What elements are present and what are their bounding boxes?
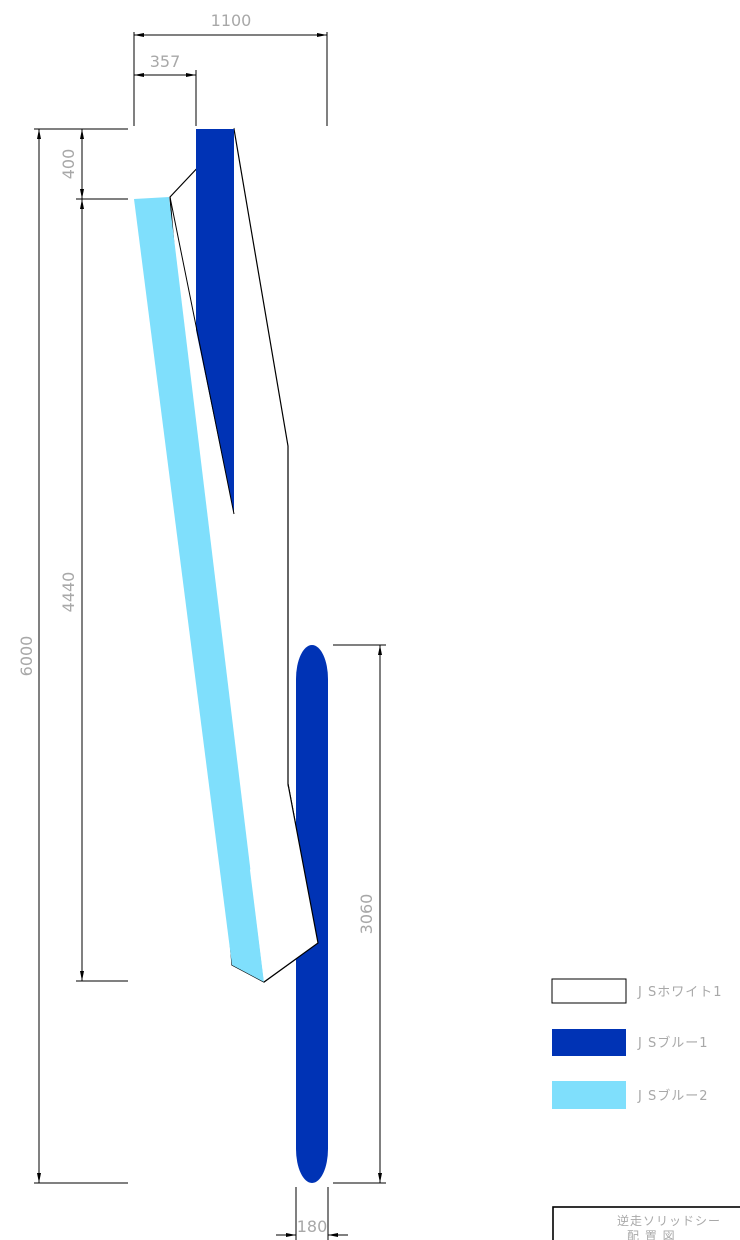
dim-top-gap: 400 [59,149,78,180]
legend-label-blue2: J Sブルー2 [637,1088,709,1104]
legend-label-blue1: J Sブルー1 [637,1035,709,1051]
title-line1: 逆走ソリッドシー [617,1213,721,1228]
dim-lower-blue-width: 180 [297,1217,328,1236]
dim-total-width: 1100 [211,11,252,30]
dim-light-blue-height: 4440 [59,572,78,613]
title-block: 逆走ソリッドシー 配 置 図 [552,1206,740,1240]
title-line2: 配 置 図 [627,1229,676,1240]
legend-label-white: J Sホワイト1 [637,985,723,1000]
dim-offset-left: 357 [150,52,181,71]
legend-swatch-white [551,978,627,1004]
legend-swatch-blue2 [552,1081,626,1109]
blue2-strip-region [134,197,264,982]
legend-swatch-blue1 [552,1029,626,1056]
blue1-upper-region [196,129,234,514]
white-region-overlap [250,784,318,982]
white-region-edge [263,783,319,983]
dim-lower-blue-height: 3060 [357,894,376,935]
dim-total-height: 6000 [17,636,36,677]
legend: J Sホワイト1 J Sブルー1 J Sブルー2 [551,978,723,1109]
